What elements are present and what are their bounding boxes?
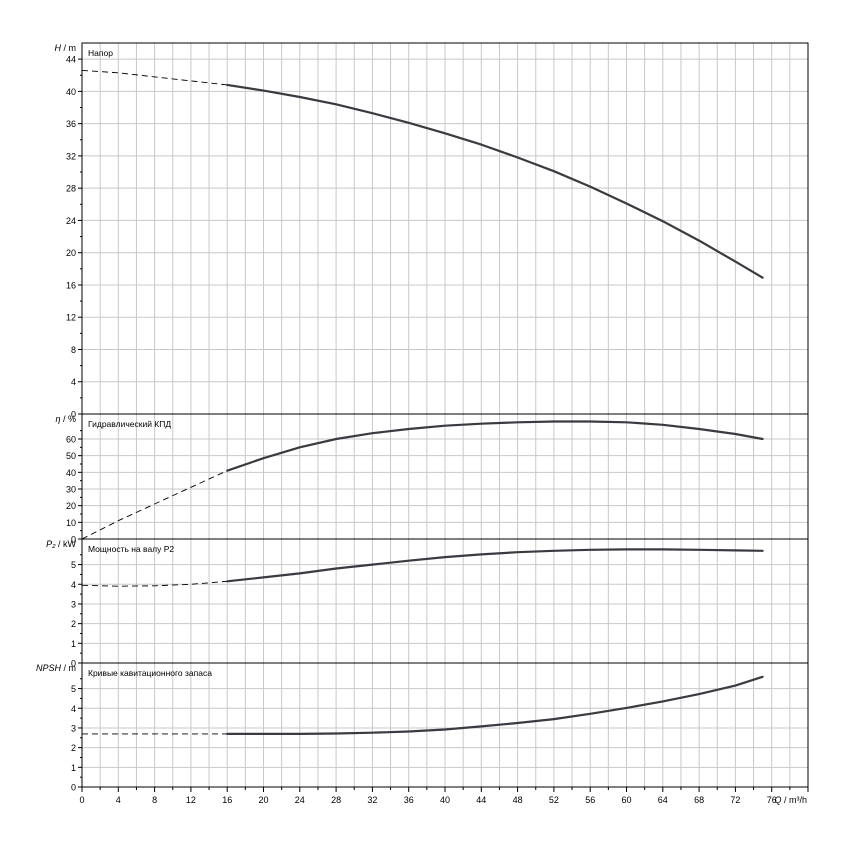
- y-axis-label-unit: / kW: [56, 539, 77, 549]
- x-tick-label: 8: [152, 795, 157, 805]
- frame-layer: [78, 42, 809, 792]
- y-axis-label-symbol: NPSH: [36, 663, 62, 673]
- y-tick-label-efficiency: 0: [71, 535, 76, 545]
- y-axis-label-power: P₂ / kW: [46, 539, 76, 549]
- panel-title-head: Напор: [88, 48, 113, 58]
- y-tick-label-head: 36: [66, 119, 76, 129]
- y-axis-label-symbol: η: [55, 414, 60, 424]
- y-tick-label-efficiency: 50: [66, 451, 76, 461]
- panel-title-efficiency: Гидравлический КПД: [88, 419, 171, 429]
- x-tick-label: 60: [621, 795, 631, 805]
- y-tick-label-head: 16: [66, 280, 76, 290]
- y-axis-label-unit: / m: [61, 43, 76, 53]
- x-tick-label: 64: [658, 795, 668, 805]
- panel-title-npsh: Кривые кавитационного запаса: [88, 668, 212, 678]
- x-tick-label: 44: [476, 795, 486, 805]
- y-tick-label-npsh: 0: [71, 783, 76, 793]
- x-tick-label: 20: [258, 795, 268, 805]
- y-tick-label-head: 4: [71, 377, 76, 387]
- y-axis-label-efficiency: η / %: [55, 414, 76, 424]
- y-tick-label-power: 4: [71, 580, 76, 590]
- y-tick-label-npsh: 4: [71, 704, 76, 714]
- curve-dashed-head: [81, 69, 228, 86]
- y-tick-label-power: 5: [71, 560, 76, 570]
- x-tick-label: 68: [694, 795, 704, 805]
- y-axis-label-symbol: P₂: [46, 539, 56, 549]
- y-tick-label-head: 12: [66, 313, 76, 323]
- y-tick-label-head: 20: [66, 248, 76, 258]
- x-axis-label-symbol: Q: [774, 795, 781, 805]
- y-tick-label-head: 40: [66, 87, 76, 97]
- grid-layer: [82, 43, 808, 787]
- x-tick-label: 36: [404, 795, 414, 805]
- x-tick-label: 28: [331, 795, 341, 805]
- x-tick-label: 40: [440, 795, 450, 805]
- y-tick-label-efficiency: 60: [66, 435, 76, 445]
- curve-solid-efficiency: [226, 420, 764, 472]
- x-tick-label: 56: [585, 795, 595, 805]
- x-tick-label: 0: [79, 795, 84, 805]
- y-tick-label-npsh: 1: [71, 763, 76, 773]
- panel-title-power: Мощность на валу P2: [88, 544, 174, 554]
- x-tick-label: 16: [222, 795, 232, 805]
- y-tick-label-head: 44: [66, 55, 76, 65]
- curve-solid-npsh: [226, 675, 764, 736]
- x-tick-label: 48: [513, 795, 523, 805]
- y-tick-label-head: 8: [71, 345, 76, 355]
- y-tick-label-efficiency: 30: [66, 485, 76, 495]
- x-tick-label: 52: [549, 795, 559, 805]
- x-tick-label: 32: [367, 795, 377, 805]
- y-tick-label-npsh: 2: [71, 743, 76, 753]
- y-tick-label-efficiency: 10: [66, 518, 76, 528]
- curve-solid-power: [226, 548, 764, 583]
- y-tick-label-power: 0: [71, 659, 76, 669]
- y-tick-label-efficiency: 40: [66, 468, 76, 478]
- y-tick-label-head: 32: [66, 151, 76, 161]
- y-tick-label-power: 2: [71, 619, 76, 629]
- y-tick-label-head: 24: [66, 216, 76, 226]
- curve-dashed-power: [81, 580, 228, 587]
- x-tick-label: 72: [730, 795, 740, 805]
- x-tick-label: 76: [767, 795, 777, 805]
- y-tick-label-npsh: 3: [71, 723, 76, 733]
- curve-dashed-efficiency: [81, 470, 228, 540]
- curves-layer: [81, 69, 764, 736]
- x-axis-label: Q / m³/h: [774, 795, 807, 805]
- x-tick-label: 4: [116, 795, 121, 805]
- y-tick-label-head: 28: [66, 184, 76, 194]
- y-tick-label-power: 3: [71, 599, 76, 609]
- x-axis-label-unit: / m³/h: [781, 795, 807, 805]
- y-tick-label-head: 0: [71, 410, 76, 420]
- y-axis-label-npsh: NPSH / m: [36, 663, 76, 673]
- y-axis-label-head: H / m: [55, 43, 77, 53]
- y-tick-label-power: 1: [71, 639, 76, 649]
- y-tick-label-npsh: 5: [71, 684, 76, 694]
- y-axis-label-unit: / m: [61, 663, 76, 673]
- y-tick-label-efficiency: 20: [66, 501, 76, 511]
- x-tick-label: 12: [186, 795, 196, 805]
- y-axis-label-unit: / %: [60, 414, 76, 424]
- y-axis-label-symbol: H: [55, 43, 62, 53]
- curve-solid-head: [226, 83, 764, 279]
- x-tick-label: 24: [295, 795, 305, 805]
